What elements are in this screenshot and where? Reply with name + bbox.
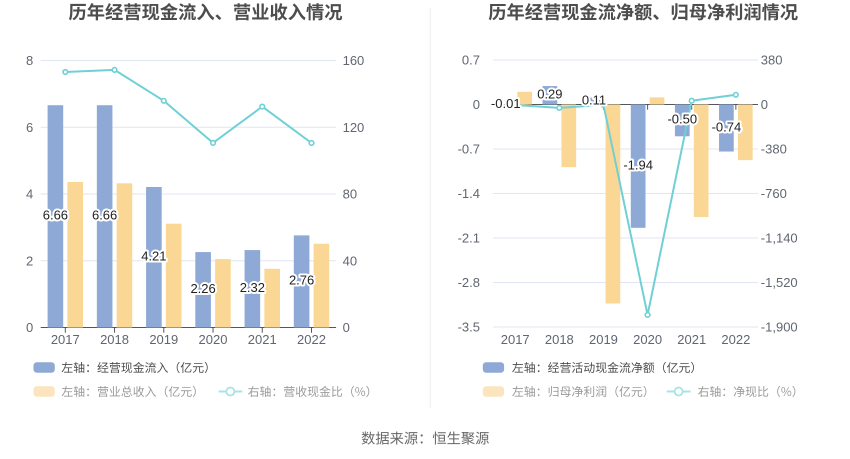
- svg-text:2.26: 2.26: [190, 281, 215, 296]
- svg-text:380: 380: [761, 53, 783, 68]
- svg-text:2017: 2017: [51, 332, 80, 347]
- svg-text:-0.7: -0.7: [458, 142, 480, 157]
- svg-text:2018: 2018: [100, 332, 129, 347]
- svg-text:2022: 2022: [297, 332, 326, 347]
- svg-text:80: 80: [343, 187, 357, 202]
- svg-text:0.7: 0.7: [462, 53, 480, 68]
- svg-text:160: 160: [343, 53, 365, 68]
- svg-text:-0.01: -0.01: [491, 96, 521, 111]
- svg-text:2.76: 2.76: [289, 273, 314, 288]
- svg-text:2017: 2017: [501, 332, 530, 347]
- svg-text:2020: 2020: [199, 332, 228, 347]
- svg-text:-1.4: -1.4: [458, 186, 480, 201]
- svg-text:4: 4: [26, 187, 33, 202]
- svg-text:-380: -380: [761, 142, 787, 157]
- svg-text:0.29: 0.29: [537, 87, 562, 102]
- svg-text:2020: 2020: [633, 332, 662, 347]
- svg-text:2018: 2018: [545, 332, 574, 347]
- svg-text:-2.8: -2.8: [458, 275, 480, 290]
- svg-text:0: 0: [761, 97, 768, 112]
- svg-text:6: 6: [26, 120, 33, 135]
- svg-text:2.32: 2.32: [240, 280, 265, 295]
- svg-text:0.11: 0.11: [582, 92, 606, 107]
- svg-text:-0.74: -0.74: [712, 119, 742, 134]
- svg-text:-2.1: -2.1: [458, 231, 480, 246]
- svg-text:120: 120: [343, 120, 365, 135]
- svg-text:-3.5: -3.5: [458, 320, 480, 335]
- svg-text:40: 40: [343, 253, 357, 268]
- svg-text:-1.94: -1.94: [623, 157, 653, 172]
- svg-text:8: 8: [26, 53, 33, 68]
- svg-text:-760: -760: [761, 186, 787, 201]
- svg-text:6.66: 6.66: [43, 208, 68, 223]
- svg-text:6.66: 6.66: [92, 208, 117, 223]
- svg-text:4.21: 4.21: [141, 249, 166, 264]
- svg-text:-0.50: -0.50: [667, 112, 697, 127]
- svg-text:-1,520: -1,520: [761, 275, 798, 290]
- svg-text:2019: 2019: [149, 332, 178, 347]
- svg-text:-1,900: -1,900: [761, 320, 798, 335]
- svg-text:2021: 2021: [677, 332, 706, 347]
- svg-text:-1,140: -1,140: [761, 231, 798, 246]
- svg-text:0: 0: [343, 320, 350, 335]
- svg-text:0: 0: [26, 320, 33, 335]
- svg-text:2: 2: [26, 253, 33, 268]
- svg-text:0: 0: [473, 97, 480, 112]
- svg-text:2019: 2019: [589, 332, 618, 347]
- svg-text:2022: 2022: [721, 332, 750, 347]
- svg-text:2021: 2021: [248, 332, 277, 347]
